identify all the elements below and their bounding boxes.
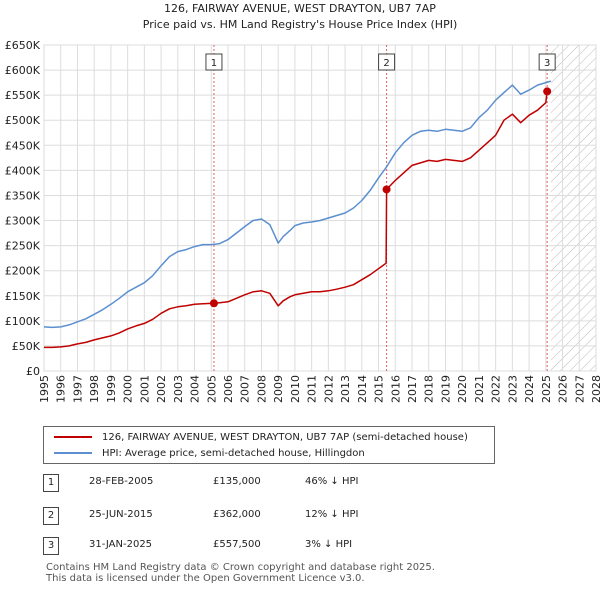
x-tick-label: 2016 (389, 375, 402, 403)
footer-licence: This data is licensed under the Open Gov… (46, 573, 365, 584)
x-tick-label: 2007 (239, 375, 252, 403)
sale-date: 31-JAN-2025 (89, 539, 153, 550)
x-tick-label: 1998 (88, 375, 101, 403)
x-tick-label: 2012 (322, 375, 335, 403)
sale-price: £135,000 (213, 476, 261, 487)
sale-hpi-diff: 12% ↓ HPI (305, 509, 359, 520)
x-tick-label: 2020 (456, 375, 469, 403)
hpi-line (43, 80, 552, 329)
x-tick-label: 2017 (406, 375, 419, 403)
property-price-line (44, 89, 552, 349)
sale-marker-box (378, 53, 396, 71)
x-tick-label: 2015 (373, 375, 386, 403)
x-tick-label: 2026 (557, 375, 570, 403)
x-tick-label: 2002 (155, 375, 168, 403)
y-tick-label: £600K (5, 64, 41, 77)
x-tick-label: 2005 (205, 375, 218, 403)
x-tick-label: 2009 (272, 375, 285, 403)
projection-region (550, 45, 596, 371)
y-tick-label: £400K (5, 164, 41, 177)
x-tick-label: 2027 (573, 375, 586, 403)
sale-hpi-diff: 3% ↓ HPI (305, 539, 353, 550)
y-tick-label: £150K (5, 290, 41, 303)
x-tick-label: 2028 (590, 375, 600, 403)
sale-row: 2 25-JUN-2015 £362,000 12% ↓ HPI (43, 507, 473, 525)
legend-swatch-property (54, 436, 92, 438)
sale-marker-box (538, 53, 556, 71)
sale-point (209, 299, 218, 308)
y-tick-label: £350K (5, 189, 41, 202)
x-tick-label: 1997 (71, 375, 84, 403)
y-tick-label: £250K (5, 240, 41, 253)
plot-area (43, 44, 597, 372)
legend-label-property: 126, FAIRWAY AVENUE, WEST DRAYTON, UB7 7… (102, 431, 468, 443)
x-tick-label: 2024 (523, 375, 536, 403)
x-tick-label: 2019 (439, 375, 452, 403)
sale-date: 25-JUN-2015 (89, 509, 153, 520)
x-tick-label: 2004 (189, 375, 202, 403)
x-tick-label: 2003 (172, 375, 185, 403)
legend-swatch-hpi (54, 452, 92, 454)
sale-point (382, 185, 391, 194)
x-tick-label: 2021 (473, 375, 486, 403)
sale-price: £362,000 (213, 509, 261, 520)
x-tick-label: 1995 (38, 375, 51, 403)
x-tick-label: 2023 (506, 375, 519, 403)
x-tick-label: 1999 (105, 375, 118, 403)
x-tick-label: 2010 (289, 375, 302, 403)
x-tick-label: 2018 (423, 375, 436, 403)
chart-title: 126, FAIRWAY AVENUE, WEST DRAYTON, UB7 7… (164, 2, 436, 15)
x-tick-label: 2008 (255, 375, 268, 403)
x-tick-label: 2011 (306, 375, 319, 403)
footer: Contains HM Land Registry data © Crown c… (46, 562, 435, 584)
sale-marker-label: 2 (383, 58, 389, 69)
legend-label-hpi: HPI: Average price, semi-detached house,… (102, 447, 365, 459)
footer-copyright: Contains HM Land Registry data © Crown c… (46, 562, 435, 573)
sale-price: £557,500 (213, 539, 261, 550)
sale-hpi-diff: 46% ↓ HPI (305, 476, 359, 487)
legend-item-hpi: HPI: Average price, semi-detached house,… (54, 446, 365, 460)
x-tick-label: 2001 (138, 375, 151, 403)
sale-number-badge: 3 (43, 537, 59, 555)
sale-row: 1 28-FEB-2005 £135,000 46% ↓ HPI (43, 474, 473, 492)
y-tick-label: £0 (26, 365, 40, 378)
y-tick-label: £550K (5, 89, 41, 102)
y-tick-label: £450K (5, 139, 41, 152)
sale-date: 28-FEB-2005 (89, 476, 154, 487)
y-tick-label: £500K (5, 114, 41, 127)
y-tick-label: £200K (5, 265, 41, 278)
y-tick-label: £650K (5, 39, 41, 52)
y-tick-label: £100K (5, 315, 41, 328)
sale-number-badge: 1 (43, 474, 59, 492)
x-tick-label: 2006 (222, 375, 235, 403)
sale-marker-box (205, 53, 223, 71)
x-tick-label: 2000 (122, 375, 135, 403)
chart-subtitle: Price paid vs. HM Land Registry's House … (143, 18, 458, 31)
sale-point (543, 87, 552, 96)
sale-marker-label: 3 (544, 58, 550, 69)
x-tick-label: 2025 (540, 375, 553, 403)
price-chart: 126, FAIRWAY AVENUE, WEST DRAYTON, UB7 7… (5, 2, 600, 403)
legend: 126, FAIRWAY AVENUE, WEST DRAYTON, UB7 7… (43, 426, 495, 464)
y-tick-label: £50K (12, 340, 41, 353)
y-tick-label: £300K (5, 215, 41, 228)
sale-number-badge: 2 (43, 507, 59, 525)
x-tick-label: 2014 (356, 375, 369, 403)
sale-row: 3 31-JAN-2025 £557,500 3% ↓ HPI (43, 537, 473, 555)
x-tick-label: 1996 (55, 375, 68, 403)
x-tick-label: 2022 (490, 375, 503, 403)
legend-item-property: 126, FAIRWAY AVENUE, WEST DRAYTON, UB7 7… (54, 430, 468, 444)
sale-marker-label: 1 (211, 58, 217, 69)
x-tick-label: 2013 (339, 375, 352, 403)
